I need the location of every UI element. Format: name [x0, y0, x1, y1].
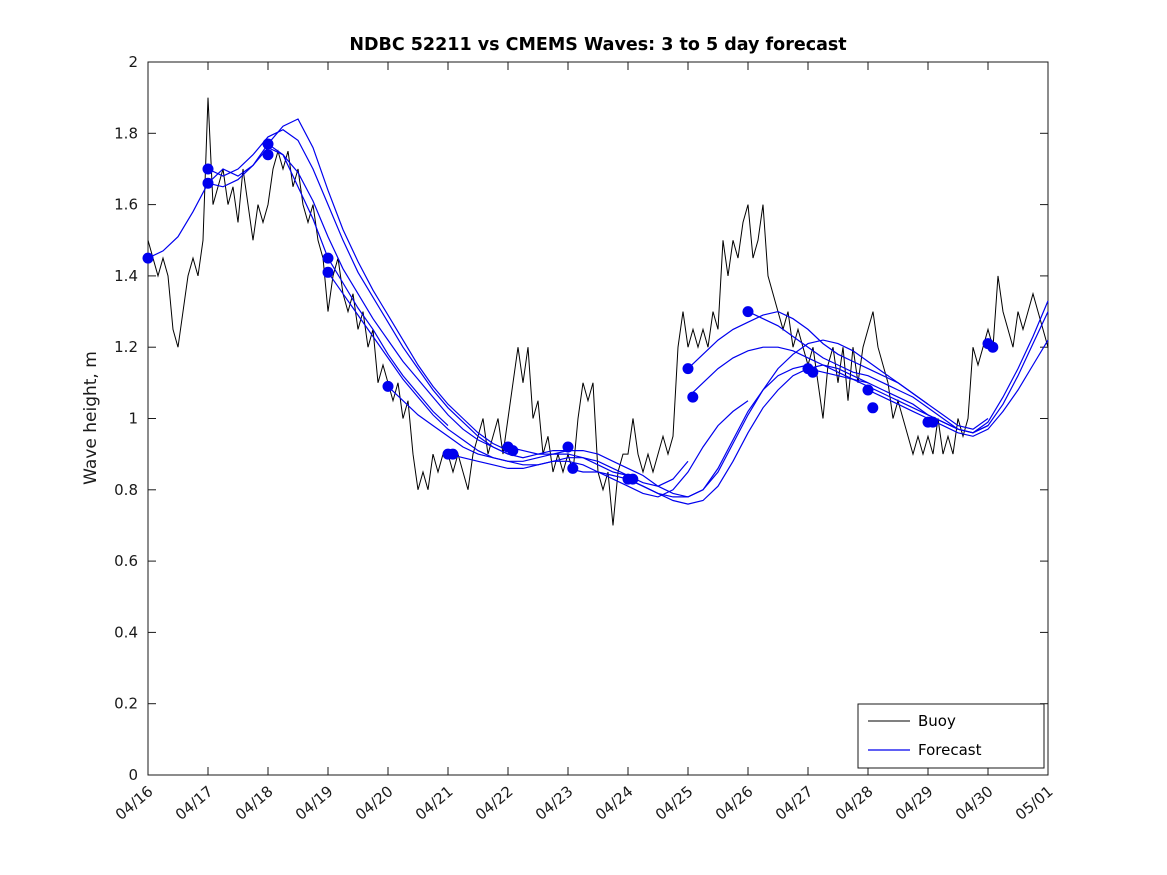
x-tick-label: 04/20 [352, 782, 397, 824]
x-tick-label: 04/27 [772, 782, 817, 824]
forecast-marker [507, 445, 519, 457]
y-tick-label: 0.4 [114, 623, 138, 641]
forecast-line [687, 310, 989, 430]
forecast-marker [202, 163, 214, 175]
y-tick-label: 1.4 [114, 267, 138, 285]
x-tick-label: 04/30 [952, 782, 997, 824]
forecast-line [207, 118, 509, 452]
x-tick-label: 04/19 [292, 782, 337, 824]
legend-box [857, 703, 1045, 769]
chart-title: NDBC 52211 vs CMEMS Waves: 3 to 5 day fo… [349, 35, 846, 55]
forecast-marker [262, 138, 274, 150]
forecast-marker [322, 266, 334, 278]
x-tick-label: 04/24 [592, 782, 637, 824]
y-tick-label: 0.6 [114, 552, 138, 570]
forecast-line [567, 364, 869, 505]
x-tick-label: 04/28 [832, 782, 877, 824]
forecast-line [147, 146, 449, 427]
x-tick-label: 04/16 [112, 782, 157, 824]
x-tick-label: 04/29 [892, 782, 937, 824]
forecast-marker [382, 380, 394, 392]
x-tick-label: 04/26 [712, 782, 757, 824]
y-axis-label: Wave height, m [81, 351, 101, 485]
forecast-marker [202, 177, 214, 189]
forecast-line [807, 300, 1049, 434]
x-tick-label: 04/25 [652, 782, 697, 824]
forecast-marker [807, 366, 819, 378]
y-tick-label: 1 [128, 410, 138, 428]
forecast-marker [627, 473, 639, 485]
x-tick-label: 05/01 [1012, 782, 1057, 824]
y-tick-label: 1.8 [114, 124, 138, 142]
forecast-line [747, 311, 1049, 434]
x-tick-label: 04/21 [412, 782, 457, 824]
plot-area: 0 0.2 0.4 0.6 0.8 1 1.2 1.4 1.6 1.8 2 04/16 04/17 04/… [112, 53, 1057, 824]
y-tick-label: 0.8 [114, 481, 138, 499]
y-tick-label: 0.2 [114, 695, 138, 713]
x-tick-label: 04/18 [232, 782, 277, 824]
y-tick-label: 2 [128, 53, 138, 71]
legend-label-forecast: Forecast [918, 741, 982, 759]
forecast-line [327, 271, 629, 477]
forecast-marker [562, 441, 574, 453]
forecast-marker [682, 363, 694, 375]
forecast-marker [687, 391, 699, 403]
x-tick-label: 04/17 [172, 782, 217, 824]
y-tick-label: 0 [128, 766, 138, 784]
y-tick-label: 1.2 [114, 338, 138, 356]
forecast-marker [447, 448, 459, 460]
forecast-marker [927, 416, 939, 428]
forecast-marker [567, 462, 579, 474]
forecast-line [867, 339, 1049, 437]
forecast-marker [742, 306, 754, 318]
forecast-line [267, 143, 568, 459]
forecast-marker [987, 341, 999, 353]
x-tick-label: 04/22 [472, 782, 517, 824]
forecast-marker [862, 384, 874, 396]
axes-box [147, 61, 1049, 776]
x-tick-label: 04/23 [532, 782, 577, 824]
y-tick-label: 1.6 [114, 196, 138, 214]
forecast-line [627, 339, 929, 498]
forecast-marker [142, 252, 154, 264]
forecast-marker [867, 402, 879, 414]
forecast-line [507, 364, 809, 498]
forecast-marker [262, 149, 274, 161]
legend-label-buoy: Buoy [918, 712, 956, 730]
forecast-line [207, 129, 509, 455]
forecast-marker [322, 252, 334, 264]
